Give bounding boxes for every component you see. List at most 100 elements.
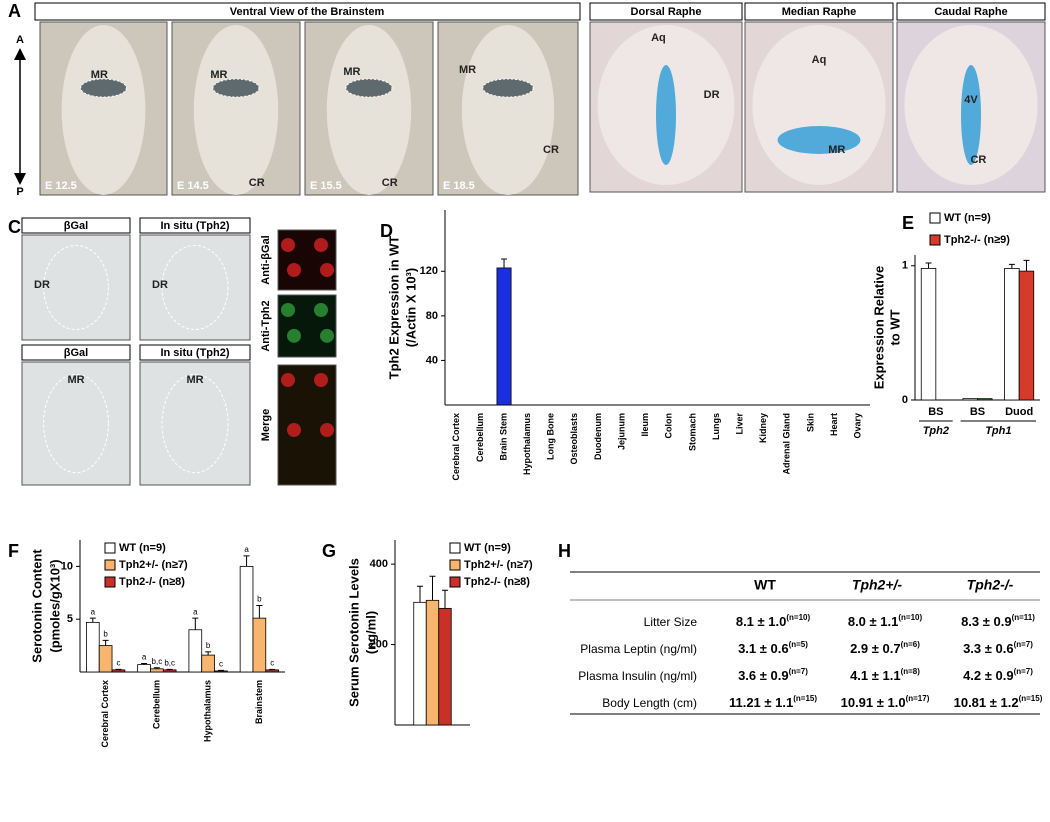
- error-bar: [501, 258, 508, 268]
- y-axis-label: to WT: [887, 309, 902, 345]
- photo: [139, 234, 251, 341]
- significance-label: b,c: [164, 658, 175, 667]
- cell: [320, 328, 334, 343]
- x-tick-label: Brainstem: [254, 680, 264, 724]
- group-label: Tph2: [923, 425, 949, 437]
- cell-value: 8.3 ± 0.9: [961, 614, 1012, 629]
- group-label: Tph1: [985, 425, 1011, 437]
- region-outline: [43, 373, 109, 474]
- cell-n: (n=10): [898, 613, 922, 622]
- bar: [111, 669, 126, 673]
- y-axis-label: (ng/ml): [363, 611, 378, 654]
- x-tick-label: Duod: [1005, 406, 1033, 418]
- panel-letter: D: [380, 221, 393, 241]
- title-box: [139, 217, 251, 234]
- cell-n: (n=8): [901, 667, 921, 676]
- region-label: 4V: [964, 94, 978, 106]
- tissue: [326, 25, 412, 195]
- y-tick-label: 1: [902, 260, 908, 272]
- region-label: DR: [34, 279, 50, 291]
- tissue: [61, 25, 146, 195]
- region-label: DR: [152, 279, 168, 291]
- cell: 10.81 ± 1.2(n=15): [954, 694, 1043, 710]
- y-tick-label: 10: [61, 560, 73, 572]
- image-title: Dorsal Raphe: [631, 6, 702, 18]
- legend-swatch: [104, 559, 116, 571]
- cell: 8.1 ± 1.0(n=10): [736, 613, 811, 629]
- title-box: [21, 217, 131, 234]
- stain-label: Merge: [260, 409, 272, 441]
- region-label: Aq: [812, 54, 827, 66]
- raphe-stain: [80, 78, 127, 98]
- x-tick-label: BS: [928, 406, 943, 418]
- column-header: Tph2+/-: [852, 577, 903, 593]
- axis-label: P: [16, 186, 23, 198]
- x-tick-label: Ileum: [640, 413, 650, 437]
- raphe-stain: [345, 78, 393, 98]
- y-tick-label: 200: [370, 638, 388, 650]
- error-bar: [1008, 263, 1015, 269]
- error-bar: [217, 669, 224, 671]
- bar: [425, 599, 440, 726]
- region-label: CR: [249, 177, 265, 189]
- cell-value: 3.6 ± 0.9: [738, 668, 789, 683]
- y-axis-label: Tph2 Expression in WT: [386, 236, 401, 380]
- cell-n: (n=15): [793, 694, 817, 703]
- cell: 8.0 ± 1.1(n=10): [848, 613, 923, 629]
- x-tick-label: Lungs: [711, 413, 721, 440]
- panel-letter: G: [322, 541, 336, 561]
- cell-n: (n=7): [1014, 667, 1034, 676]
- bar: [162, 669, 177, 673]
- cell-value: 11.21 ± 1.1: [729, 695, 793, 710]
- error-bar: [166, 668, 173, 670]
- legend-swatch: [929, 234, 941, 246]
- legend-swatch: [449, 559, 461, 571]
- panel-letter: C: [8, 217, 21, 237]
- region-label: MR: [186, 374, 203, 386]
- y-tick-label: 40: [426, 354, 438, 366]
- stage-label: E 18.5: [443, 180, 475, 192]
- raphe-stain: [482, 78, 534, 98]
- legend-label: WT (n=9): [119, 542, 166, 554]
- image-title: In situ (Tph2): [160, 220, 229, 232]
- significance-label: c: [270, 658, 274, 667]
- cell: 2.9 ± 0.7(n=6): [850, 640, 920, 656]
- bar: [496, 267, 512, 406]
- cell-n: (n=5): [789, 640, 809, 649]
- error-bar: [153, 667, 160, 669]
- cell: [287, 423, 301, 437]
- image-title: Caudal Raphe: [934, 6, 1007, 18]
- y-tick-label: 80: [426, 310, 438, 322]
- error-bar: [102, 639, 109, 646]
- y-tick-label: 0: [902, 394, 908, 406]
- cell-value: 3.3 ± 0.6: [963, 641, 1014, 656]
- error-bar: [192, 617, 199, 630]
- tissue: [193, 25, 279, 195]
- cell-value: 2.9 ± 0.7: [850, 641, 901, 656]
- panel-letter: E: [902, 213, 914, 233]
- x-tick-label: Duodenum: [593, 413, 603, 460]
- legend-label: Tph2-/- (n≥9): [944, 234, 1010, 246]
- raphe-stain: [961, 65, 981, 165]
- y-tick-label: 400: [370, 558, 388, 570]
- cell: [314, 238, 328, 252]
- section: [752, 25, 886, 185]
- bar: [962, 398, 978, 401]
- x-tick-label: Stomach: [687, 413, 697, 451]
- error-bar: [429, 575, 436, 601]
- legend-label: Tph2-/- (n≥8): [119, 576, 185, 588]
- cell-n: (n=7): [1014, 640, 1034, 649]
- image-title: βGal: [64, 220, 88, 232]
- error-bar: [89, 617, 96, 623]
- cell: 10.91 ± 1.0(n=17): [841, 694, 930, 710]
- x-tick-label: Cerebellum: [475, 413, 485, 462]
- cell-n: (n=6): [901, 640, 921, 649]
- region-label: MR: [67, 374, 84, 386]
- cell: [281, 238, 295, 252]
- bar: [239, 566, 254, 673]
- image-title: Median Raphe: [782, 6, 857, 18]
- title-box: [139, 344, 251, 361]
- significance-label: b: [257, 595, 262, 604]
- stain-label: Anti-Tph2: [260, 300, 272, 351]
- y-axis-label: Serum Serotonin Levels: [346, 558, 361, 707]
